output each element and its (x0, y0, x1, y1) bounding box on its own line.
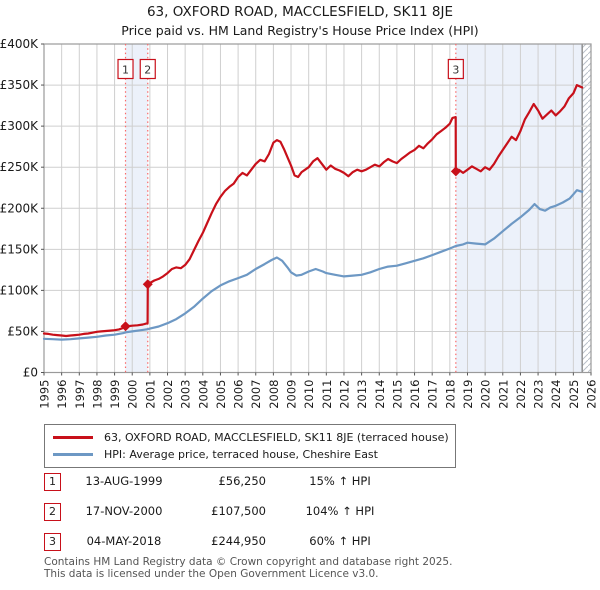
svg-text:2005: 2005 (214, 380, 228, 409)
transaction-3-hpi-change: 60% ↑ HPI (309, 534, 371, 548)
svg-text:£100K: £100K (0, 283, 39, 297)
svg-text:2024: 2024 (549, 380, 563, 409)
svg-text:2015: 2015 (390, 380, 404, 409)
transaction-2-hpi-change: 104% ↑ HPI (305, 504, 375, 518)
transaction-row-3: 3 04-MAY-2018 £244,950 60% ↑ HPI (0, 533, 600, 553)
svg-text:2012: 2012 (337, 380, 351, 409)
svg-text:2001: 2001 (143, 380, 157, 409)
transaction-2-date: 17-NOV-2000 (85, 504, 163, 518)
svg-text:£200K: £200K (0, 201, 39, 215)
svg-text:2007: 2007 (249, 380, 263, 409)
svg-text:2025: 2025 (567, 380, 581, 409)
transaction-2-price: £107,500 (211, 504, 266, 518)
svg-text:2: 2 (144, 64, 151, 77)
blue-line-swatch (53, 453, 93, 456)
svg-text:2008: 2008 (267, 380, 281, 409)
svg-text:2023: 2023 (532, 380, 546, 409)
svg-text:£50K: £50K (7, 324, 39, 338)
transaction-row-2: 2 17-NOV-2000 £107,500 104% ↑ HPI (0, 503, 600, 523)
svg-text:£250K: £250K (0, 160, 39, 174)
svg-text:2020: 2020 (479, 380, 493, 409)
svg-text:2026: 2026 (585, 380, 599, 409)
svg-text:2011: 2011 (320, 380, 334, 409)
chart-legend: 63, OXFORD ROAD, MACCLESFIELD, SK11 8JE … (44, 424, 456, 468)
svg-text:2017: 2017 (426, 380, 440, 409)
legend-label-price-paid: 63, OXFORD ROAD, MACCLESFIELD, SK11 8JE … (104, 431, 449, 444)
svg-text:2014: 2014 (373, 380, 387, 409)
transaction-1-date: 13-AUG-1999 (85, 474, 163, 488)
transaction-1-hpi-change: 15% ↑ HPI (309, 474, 371, 488)
svg-text:1996: 1996 (55, 380, 69, 409)
svg-text:£350K: £350K (0, 78, 39, 92)
page-title: 63, OXFORD ROAD, MACCLESFIELD, SK11 8JE (146, 4, 454, 20)
legend-label-hpi: HPI: Average price, terraced house, Ches… (104, 448, 378, 461)
svg-text:2002: 2002 (161, 380, 175, 409)
svg-text:2010: 2010 (302, 380, 316, 409)
transaction-3-marker: 3 (44, 533, 61, 551)
red-line-swatch (53, 436, 93, 439)
legend-item-hpi: HPI: Average price, terraced house, Ches… (45, 448, 455, 461)
transaction-3-price: £244,950 (211, 534, 266, 548)
svg-text:£300K: £300K (0, 119, 39, 133)
price-history-chart: 1995 1996 1997 1998 1999 2000 2001 2002 2003 2004… (0, 37, 599, 409)
svg-text:1997: 1997 (73, 380, 87, 409)
svg-text:2003: 2003 (179, 380, 193, 409)
svg-text:2009: 2009 (285, 380, 299, 409)
svg-text:1995: 1995 (38, 380, 52, 409)
svg-text:£150K: £150K (0, 242, 39, 256)
svg-text:1: 1 (122, 64, 129, 77)
transaction-1-marker: 1 (44, 473, 61, 491)
licence-line-1: Contains HM Land Registry data © Crown c… (44, 556, 453, 568)
transaction-2-marker: 2 (44, 503, 61, 521)
transaction-1-price: £56,250 (218, 474, 266, 488)
licence-line-2: This data is licensed under the Open Gov… (44, 568, 379, 580)
svg-text:2022: 2022 (514, 380, 528, 409)
svg-text:1999: 1999 (108, 380, 122, 409)
transaction-3-date: 04-MAY-2018 (86, 534, 162, 548)
svg-text:2000: 2000 (126, 380, 140, 409)
page-subtitle: Price paid vs. HM Land Registry's House … (121, 23, 479, 38)
licence-footer: Contains HM Land Registry data © Crown c… (44, 556, 452, 580)
svg-text:2021: 2021 (496, 379, 510, 408)
svg-text:2013: 2013 (355, 380, 369, 409)
svg-text:£400K: £400K (0, 37, 39, 51)
legend-item-price-paid: 63, OXFORD ROAD, MACCLESFIELD, SK11 8JE … (45, 431, 455, 444)
svg-text:1998: 1998 (90, 380, 104, 409)
svg-text:2018: 2018 (443, 380, 457, 409)
svg-text:2006: 2006 (232, 380, 246, 409)
transaction-row-1: 1 13-AUG-1999 £56,250 15% ↑ HPI (0, 473, 600, 493)
svg-text:£0: £0 (23, 366, 38, 380)
svg-text:2004: 2004 (196, 380, 210, 409)
svg-text:3: 3 (452, 64, 459, 77)
svg-text:2016: 2016 (408, 380, 422, 409)
svg-text:2019: 2019 (461, 380, 475, 409)
